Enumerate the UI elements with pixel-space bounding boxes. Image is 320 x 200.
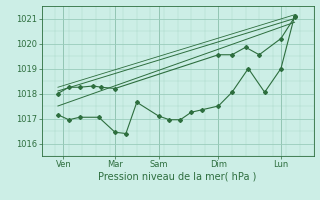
X-axis label: Pression niveau de la mer( hPa ): Pression niveau de la mer( hPa ) xyxy=(99,172,257,182)
